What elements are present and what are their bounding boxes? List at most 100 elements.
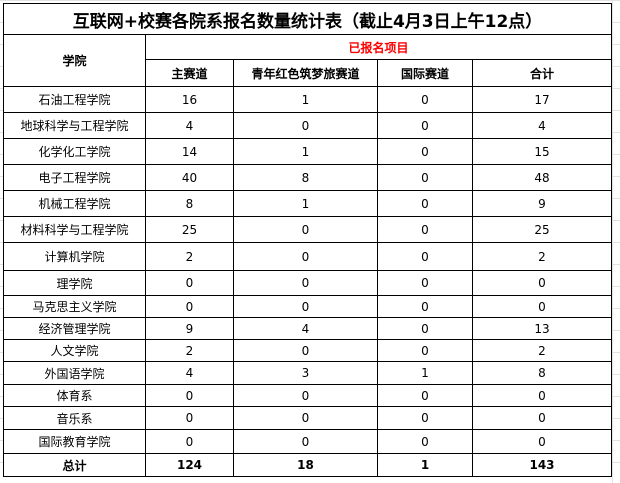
value-cell[interactable]: 2 [145,242,234,271]
college-cell[interactable]: 地球科学与工程学院 [3,112,146,139]
grid-line [612,0,613,483]
college-cell[interactable]: 外国语学院 [3,361,146,385]
header-intl[interactable]: 国际赛道 [377,59,473,87]
value-cell[interactable]: 0 [233,242,378,271]
college-cell[interactable]: 国际教育学院 [3,429,146,454]
college-cell[interactable]: 体育系 [3,384,146,407]
college-cell[interactable]: 马克思主义学院 [3,295,146,318]
value-cell[interactable]: 4 [145,361,234,385]
table-row: 体育系 0 0 0 0 [3,384,612,407]
value-cell[interactable]: 14 [145,138,234,165]
value-cell[interactable]: 0 [377,86,473,113]
value-cell[interactable]: 0 [377,112,473,139]
table-row: 音乐系 0 0 0 0 [3,406,612,430]
table-row: 石油工程学院 16 1 0 17 [3,86,612,113]
value-cell[interactable]: 8 [233,164,378,191]
value-cell[interactable]: 1 [233,86,378,113]
college-cell[interactable]: 石油工程学院 [3,86,146,113]
college-cell[interactable]: 理学院 [3,270,146,296]
value-cell[interactable]: 1 [377,453,473,477]
total-row: 总计 124 18 1 143 [3,453,612,477]
value-cell[interactable]: 0 [472,429,612,454]
value-cell[interactable]: 0 [377,190,473,217]
value-cell[interactable]: 0 [377,429,473,454]
value-cell[interactable]: 0 [377,216,473,243]
value-cell[interactable]: 1 [377,361,473,385]
college-cell[interactable]: 机械工程学院 [3,190,146,217]
value-cell[interactable]: 25 [145,216,234,243]
table-row: 经济管理学院 9 4 0 13 [3,317,612,340]
table-row: 电子工程学院 40 8 0 48 [3,164,612,191]
table-title[interactable]: 互联网+校赛各院系报名数量统计表（截止4月3日上午12点） [3,3,612,35]
value-cell[interactable]: 18 [233,453,378,477]
value-cell[interactable]: 1 [233,138,378,165]
table-row: 外国语学院 4 3 1 8 [3,361,612,385]
value-cell[interactable]: 0 [233,216,378,243]
value-cell[interactable]: 17 [472,86,612,113]
value-cell[interactable]: 0 [472,270,612,296]
value-cell[interactable]: 9 [145,317,234,340]
value-cell[interactable]: 48 [472,164,612,191]
value-cell[interactable]: 0 [472,406,612,430]
value-cell[interactable]: 0 [233,406,378,430]
value-cell[interactable]: 0 [233,112,378,139]
value-cell[interactable]: 143 [472,453,612,477]
college-cell[interactable]: 音乐系 [3,406,146,430]
value-cell[interactable]: 0 [233,339,378,362]
value-cell[interactable]: 0 [377,138,473,165]
value-cell[interactable]: 4 [472,112,612,139]
header-sum[interactable]: 合计 [472,59,612,87]
college-cell[interactable]: 计算机学院 [3,242,146,271]
header-red[interactable]: 青年红色筑梦旅赛道 [233,59,378,87]
college-cell[interactable]: 化学化工学院 [3,138,146,165]
value-cell[interactable]: 0 [377,406,473,430]
value-cell[interactable]: 0 [233,270,378,296]
value-cell[interactable]: 2 [472,242,612,271]
value-cell[interactable]: 0 [145,406,234,430]
value-cell[interactable]: 0 [145,270,234,296]
value-cell[interactable]: 0 [377,270,473,296]
college-cell[interactable]: 材料科学与工程学院 [3,216,146,243]
table-row: 人文学院 2 0 0 2 [3,339,612,362]
value-cell[interactable]: 4 [233,317,378,340]
value-cell[interactable]: 16 [145,86,234,113]
value-cell[interactable]: 3 [233,361,378,385]
value-cell[interactable]: 25 [472,216,612,243]
value-cell[interactable]: 0 [377,295,473,318]
college-cell[interactable]: 经济管理学院 [3,317,146,340]
table-row: 国际教育学院 0 0 0 0 [3,429,612,454]
value-cell[interactable]: 40 [145,164,234,191]
value-cell[interactable]: 8 [472,361,612,385]
college-cell[interactable]: 总计 [3,453,146,477]
value-cell[interactable]: 0 [472,384,612,407]
value-cell[interactable]: 15 [472,138,612,165]
value-cell[interactable]: 0 [377,384,473,407]
table-row: 化学化工学院 14 1 0 15 [3,138,612,165]
value-cell[interactable]: 0 [145,295,234,318]
table-row: 材料科学与工程学院 25 0 0 25 [3,216,612,243]
value-cell[interactable]: 0 [145,429,234,454]
value-cell[interactable]: 1 [233,190,378,217]
value-cell[interactable]: 0 [233,295,378,318]
value-cell[interactable]: 2 [472,339,612,362]
value-cell[interactable]: 0 [377,317,473,340]
value-cell[interactable]: 0 [377,242,473,271]
value-cell[interactable]: 124 [145,453,234,477]
college-cell[interactable]: 人文学院 [3,339,146,362]
value-cell[interactable]: 0 [377,164,473,191]
college-cell[interactable]: 电子工程学院 [3,164,146,191]
value-cell[interactable]: 0 [377,339,473,362]
value-cell[interactable]: 9 [472,190,612,217]
value-cell[interactable]: 0 [233,429,378,454]
value-cell[interactable]: 13 [472,317,612,340]
value-cell[interactable]: 0 [145,384,234,407]
value-cell[interactable]: 0 [233,384,378,407]
stats-table: 互联网+校赛各院系报名数量统计表（截止4月3日上午12点） 学院 已报名项目 主… [3,3,612,477]
header-college[interactable]: 学院 [3,34,146,87]
value-cell[interactable]: 0 [472,295,612,318]
header-group[interactable]: 已报名项目 [145,34,612,60]
header-main[interactable]: 主赛道 [145,59,234,87]
value-cell[interactable]: 4 [145,112,234,139]
value-cell[interactable]: 2 [145,339,234,362]
value-cell[interactable]: 8 [145,190,234,217]
